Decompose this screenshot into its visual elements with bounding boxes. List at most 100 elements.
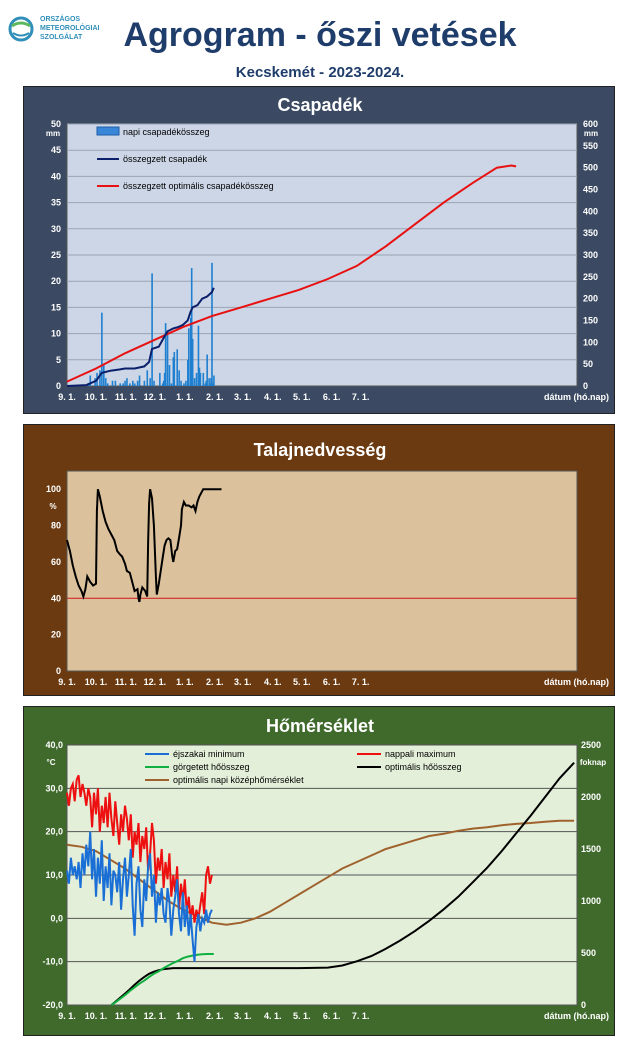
x-tick-label: 11. 1. [115,392,137,402]
precip-bar [212,383,214,386]
precip-bar [202,372,205,386]
precip-bar [206,354,208,386]
precip-bar [124,380,126,386]
precip-bar [129,383,131,386]
y2-tick-label: 0 [581,1000,586,1010]
precip-bar [199,372,202,386]
x-tick-label: 3. 1. [234,392,252,402]
precip-bar [153,380,155,386]
precip-bar [151,273,153,386]
precip-bar [173,351,176,386]
precip-bar [209,383,211,386]
precip-bar [104,378,107,386]
precip-bar [213,375,215,386]
precip-bar [143,380,146,386]
y-tick-label: 50 [51,119,61,129]
legend-label: összegzett optimális csapadékösszeg [123,181,274,191]
x-tick-label: 7. 1. [352,677,370,687]
logo-text-3: SZOLGÁLAT [40,34,83,41]
temperature-chart: Hőmérséklet 9. 1. 10. 1. 11. 1. 12. 1. 1. 1. 2… [42,716,609,1021]
x-tick-label: 4. 1. [264,392,282,402]
precip-bar [166,330,169,386]
y-tick-label: 40 [51,171,61,181]
x-tick-label: 5. 1. [293,677,311,687]
x-tick-label: 12. 1. [144,392,167,402]
optimal-cumulative-line [66,164,517,383]
precip-bar [146,370,149,386]
legend-label: éjszakai minimum [173,749,245,759]
y2-tick-label: 200 [583,294,598,304]
y2-tick-label: 250 [583,272,598,282]
x-tick-label: 4. 1. [264,677,282,687]
precip-bar [161,383,164,386]
precip-bar [190,268,193,386]
precip-bar [106,383,109,386]
x-tick-label: 9. 1. [58,392,76,402]
precip-bar [205,380,207,386]
y2-tick-label: 450 [583,185,598,195]
y2-tick-label: 1000 [581,896,601,906]
y2-tick-label: 0 [583,381,588,391]
precip-bar [131,380,134,386]
precip-bar [187,359,189,386]
y-tick-label: 20 [51,630,61,640]
legend-label: nappali maximum [385,749,456,759]
y-tick-label: 0 [56,666,61,676]
x-tick-label: 2. 1. [206,677,224,687]
x-axis-label: dátum (hó.nap) [544,392,609,402]
precip-bar [111,380,114,386]
x-tick-label: 3. 1. [234,1011,252,1021]
precip-bar [185,380,187,386]
x-tick-label: 1. 1. [176,677,194,687]
legend-label: optimális hőösszeg [385,762,462,772]
precip-bar [122,383,124,386]
precip-bar [189,317,192,386]
precip-bar [197,325,200,386]
soil-moisture-chart: Talajnedvesség 9. 1. 10. 1. 11. 1. 12. 1. 1. … [46,440,609,687]
y2-tick-label: 300 [583,250,598,260]
y-tick-label: 10 [51,329,61,339]
y-tick-label: 35 [51,198,61,208]
y-tick-label: 40,0 [45,740,63,750]
precip-bar [193,378,196,386]
x-axis-label: dátum (hó.nap) [544,677,609,687]
omsz-logo: ORSZÁGOS METEOROLÓGIAI SZOLGÁLAT [8,14,118,60]
x-tick-label: 12. 1. [144,677,167,687]
logo-text-1: ORSZÁGOS [40,16,81,23]
y2-tick-label: 500 [581,948,596,958]
precip-bar [204,383,207,386]
precip-bar [162,380,165,386]
x-tick-label: 9. 1. [58,1011,76,1021]
x-tick-label: 11. 1. [115,677,137,687]
x-tick-label: 6. 1. [323,1011,341,1021]
precip-bar [114,380,117,386]
precip-bar [180,380,182,386]
precip-bar [191,338,194,386]
legend-label: napi csapadékösszeg [123,127,210,137]
x-tick-label: 9. 1. [58,677,76,687]
x-tick-label: 5. 1. [293,1011,311,1021]
precip-bar [119,383,122,386]
y2-tick-label: 500 [583,163,598,173]
precipitation-chart: Csapadék 9. 1. 10. 1. 11. 1. 12. 1. 1. 1. 2. 1… [46,95,609,402]
precip-bar [172,357,175,386]
y-tick-label: 25 [51,250,61,260]
y-tick-label: 0 [56,381,61,391]
y2-tick-label: 100 [583,337,598,347]
precip-bar [149,378,151,386]
precip-bar [164,323,167,386]
soil-moisture-line [66,488,222,603]
y-tick-label: 30 [51,224,61,234]
precip-bar [103,365,105,386]
precip-bar [178,370,180,386]
x-tick-label: 10. 1. [85,392,108,402]
y2-axis-unit: foknap [580,758,606,767]
y-tick-label: 0,0 [50,913,63,923]
legend-label: görgetett hőösszeg [173,762,250,772]
plot-area [66,470,578,672]
x-axis-label: dátum (hó.nap) [544,1011,609,1021]
precip-bar [188,328,190,386]
y-axis-unit: % [49,502,56,511]
precip-bar [101,312,103,386]
logo-text-2: METEOROLÓGIAI [40,25,100,32]
